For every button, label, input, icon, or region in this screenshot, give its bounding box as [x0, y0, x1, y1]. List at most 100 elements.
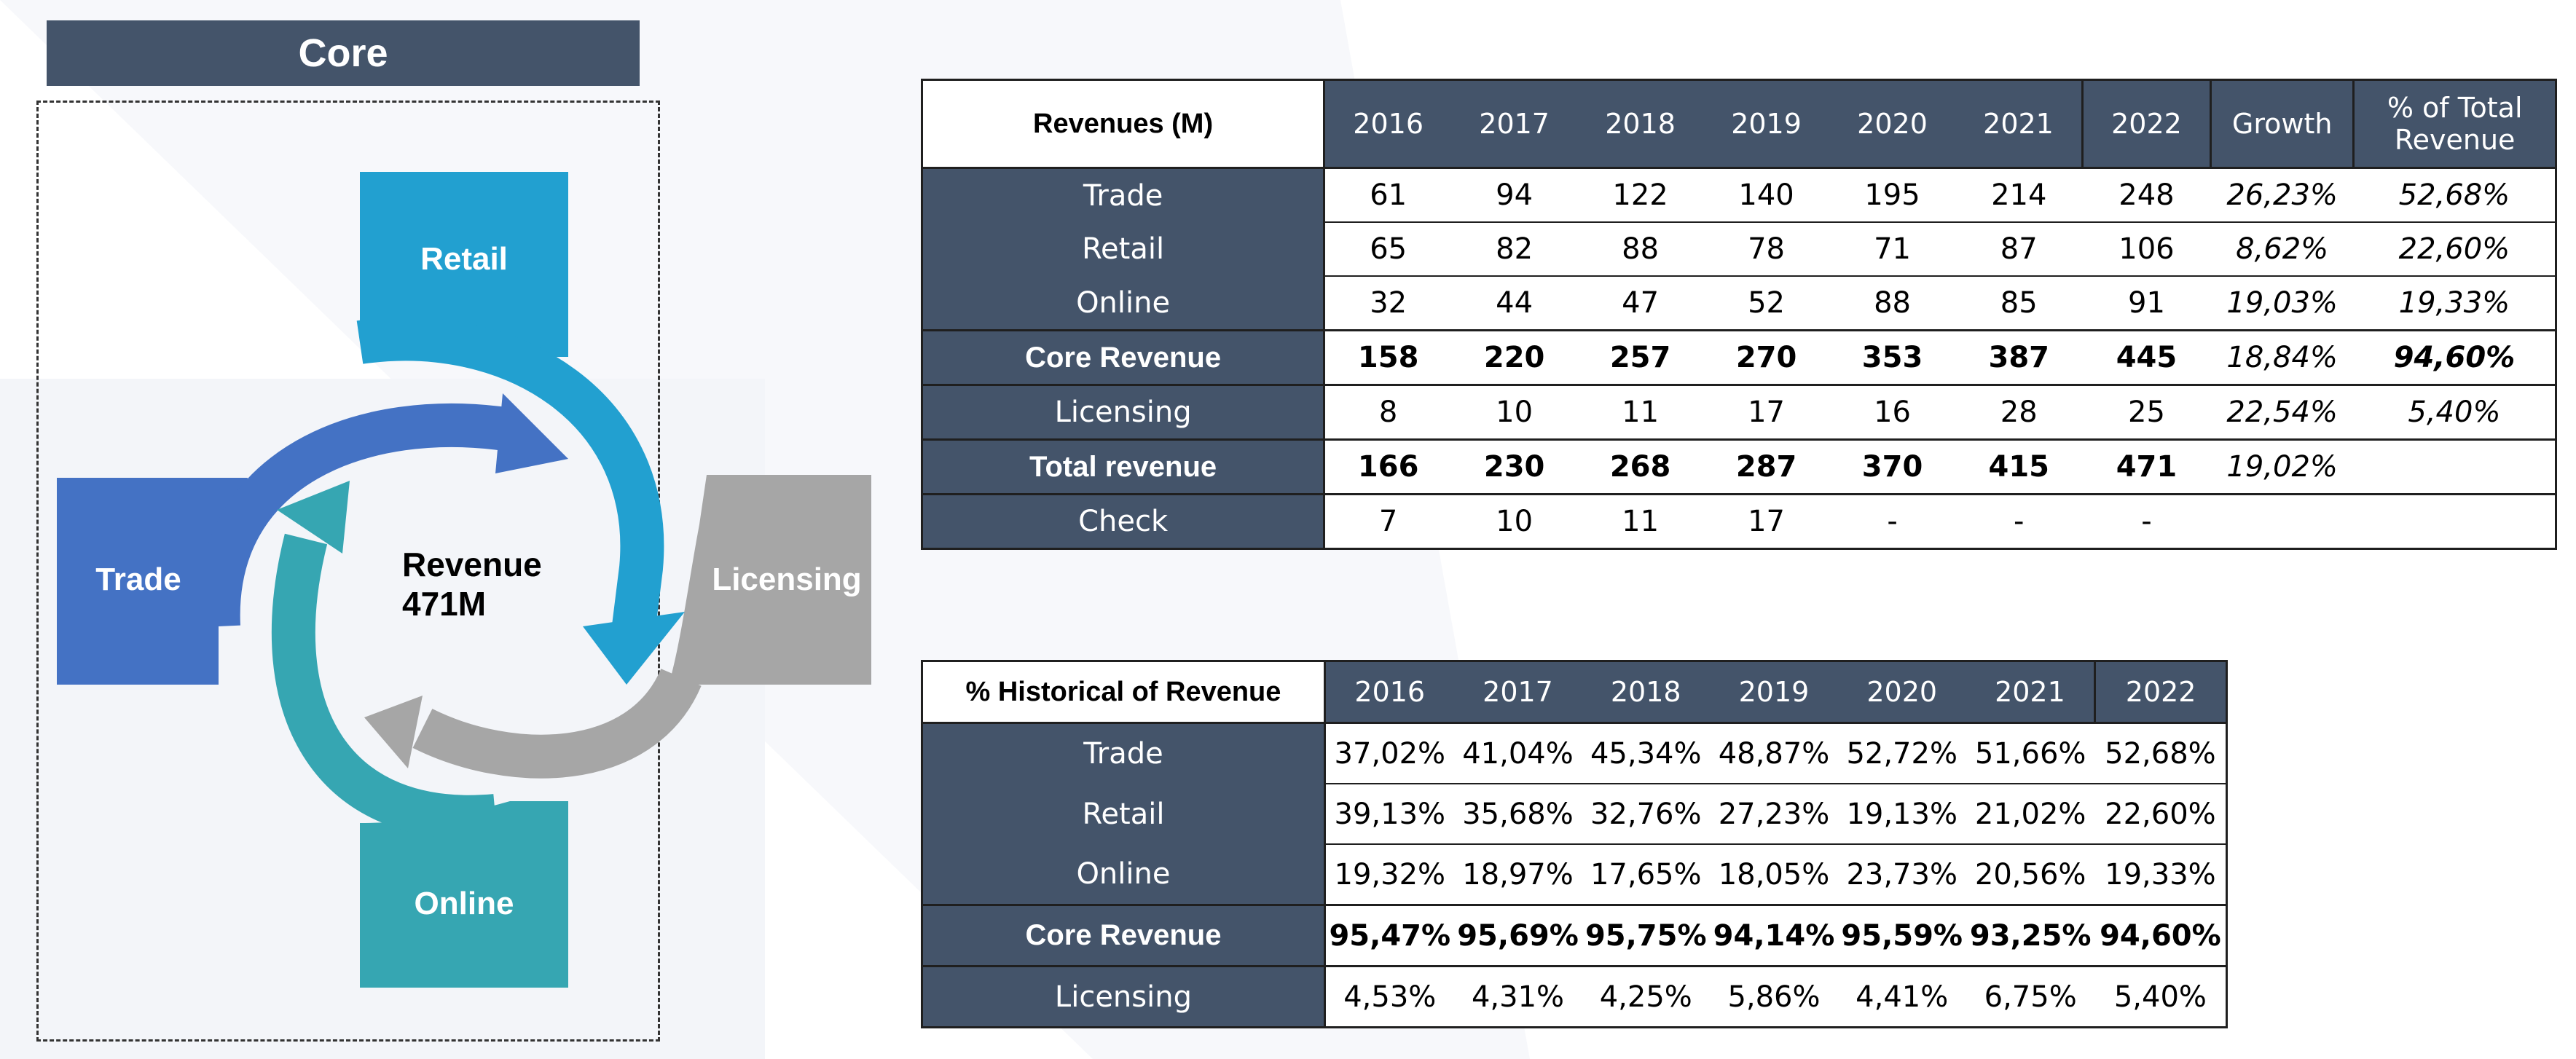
table-cell: 230	[1451, 438, 1578, 495]
table-cell: 17	[1703, 384, 1830, 440]
row-label: Licensing	[922, 384, 1326, 440]
table-cell: 65	[1324, 221, 1452, 276]
online-label: Online	[415, 886, 514, 921]
table-cell: 19,02%	[2210, 438, 2354, 495]
table-cell: 140	[1703, 167, 1830, 222]
table-row: Retail 39,13% 35,68% 32,76% 27,23% 19,13% 21,0…	[922, 783, 2227, 844]
table-cell: 20,56%	[1966, 843, 2095, 905]
table-cell: 387	[1955, 329, 2083, 385]
table-cell: 18,97%	[1453, 843, 1582, 905]
table-row: Core Revenue 95,47% 95,69% 95,75% 94,14% 95,5…	[922, 904, 2227, 967]
row-label: Online	[922, 276, 1326, 331]
table-cell: 52	[1703, 275, 1830, 331]
table-cell: 25	[2082, 384, 2211, 440]
revenues-header-label: Revenues (M)	[920, 79, 1326, 169]
row-label: Core Revenue	[922, 329, 1326, 385]
table-cell: 7	[1324, 493, 1452, 549]
table-cell: -	[1829, 493, 1956, 549]
table-cell: 39,13%	[1324, 783, 1454, 844]
licensing-label: Licensing	[712, 562, 861, 597]
table-cell: 19,33%	[2353, 275, 2556, 331]
table-cell: -	[2082, 493, 2211, 549]
table-cell: 35,68%	[1453, 783, 1582, 844]
table-cell: 95,59%	[1837, 904, 1966, 967]
row-label: Retail	[922, 784, 1326, 844]
table-cell: 41,04%	[1453, 722, 1582, 784]
table-cell: 5,40%	[2094, 965, 2227, 1028]
table-cell: 61	[1324, 167, 1452, 222]
table-cell: 4,25%	[1582, 965, 1711, 1028]
table-cell: 95,69%	[1453, 904, 1582, 967]
table-cell: 166	[1324, 438, 1452, 495]
table-cell: 471	[2082, 438, 2211, 495]
table-cell: 16	[1829, 384, 1956, 440]
table-row: Trade 61 94 122 140 195 214 248 26,23% 52,68%	[922, 167, 2556, 222]
table-cell: 214	[1955, 167, 2083, 222]
table-cell: 48,87%	[1710, 722, 1838, 784]
table-cell: 87	[1955, 221, 2083, 276]
hcol-2019: 2019	[1710, 661, 1838, 723]
table-cell: 52,68%	[2353, 167, 2556, 222]
row-label: Total revenue	[922, 438, 1326, 495]
row-label: Retail	[922, 222, 1326, 276]
table-cell: 287	[1703, 438, 1830, 495]
table-cell: 4,53%	[1324, 965, 1454, 1028]
table-cell: 19,33%	[2094, 843, 2227, 905]
col-2020: 2020	[1829, 79, 1956, 168]
table-row: Total revenue 166 230 268 287 370 415 471 19,02%	[922, 438, 2556, 495]
table-cell: 18,05%	[1710, 843, 1838, 905]
table-cell: 6,75%	[1966, 965, 2095, 1028]
row-label: Online	[922, 844, 1326, 905]
table-cell: 28	[1955, 384, 2083, 440]
table-row: Trade 37,02% 41,04% 45,34% 48,87% 52,72% 51,66…	[922, 722, 2227, 784]
table-cell: 4,41%	[1837, 965, 1966, 1028]
table-cell: 95,75%	[1582, 904, 1711, 967]
col-2017: 2017	[1451, 79, 1578, 168]
col-2022: 2022	[2081, 79, 2212, 169]
table-cell: 26,23%	[2210, 167, 2354, 222]
table-cell: 21,02%	[1966, 783, 2095, 844]
hcol-2018: 2018	[1582, 661, 1711, 723]
table-cell: 22,60%	[2353, 221, 2556, 276]
table-cell: 27,23%	[1710, 783, 1838, 844]
table-cell: 19,13%	[1837, 783, 1966, 844]
licensing-segment	[669, 475, 871, 685]
table-cell: 4,31%	[1453, 965, 1582, 1028]
table-row: Online 19,32% 18,97% 17,65% 18,05% 23,73% 20,5…	[922, 843, 2227, 905]
col-2019: 2019	[1703, 79, 1830, 168]
hcol-2017: 2017	[1453, 661, 1582, 723]
core-title: Core	[47, 20, 640, 86]
online-segment	[360, 801, 568, 988]
table-cell: 158	[1324, 329, 1452, 385]
col-2018: 2018	[1577, 79, 1704, 168]
table-cell: 52,68%	[2094, 722, 2227, 784]
table-cell: 8,62%	[2210, 221, 2354, 276]
table-cell: 82	[1451, 221, 1578, 276]
trade-label: Trade	[95, 562, 181, 597]
revenue-center-label: Revenue 471M	[402, 545, 542, 623]
table-cell: 8	[1324, 384, 1452, 440]
col-pct-total: % of Total Revenue	[2352, 79, 2557, 169]
table-cell	[2353, 493, 2556, 549]
table-cell: 71	[1829, 221, 1956, 276]
hcol-2016: 2016	[1324, 661, 1454, 723]
row-label: Trade	[922, 167, 1326, 222]
historical-header-label: % Historical of Revenue	[921, 660, 1326, 724]
row-label: Core Revenue	[922, 904, 1326, 967]
table-cell: 445	[2082, 329, 2211, 385]
table-cell: 51,66%	[1966, 722, 2095, 784]
table-cell: 44	[1451, 275, 1578, 331]
table-cell: 19,32%	[1324, 843, 1454, 905]
table-cell: 32	[1324, 275, 1452, 331]
table-cell: 19,03%	[2210, 275, 2354, 331]
table-cell: 88	[1829, 275, 1956, 331]
revenues-table: Revenues (M) 2016 2017 2018 2019 2020 20…	[920, 79, 2557, 550]
table-cell: 220	[1451, 329, 1578, 385]
table-row: Core Revenue 158 220 257 270 353 387 445 18,84% 9…	[922, 329, 2556, 385]
table-cell: 106	[2082, 221, 2211, 276]
center-line2: 471M	[402, 585, 487, 623]
table-cell: 22,54%	[2210, 384, 2354, 440]
table-cell: 268	[1577, 438, 1704, 495]
table-cell: 248	[2082, 167, 2211, 222]
table-cell: 5,40%	[2353, 384, 2556, 440]
